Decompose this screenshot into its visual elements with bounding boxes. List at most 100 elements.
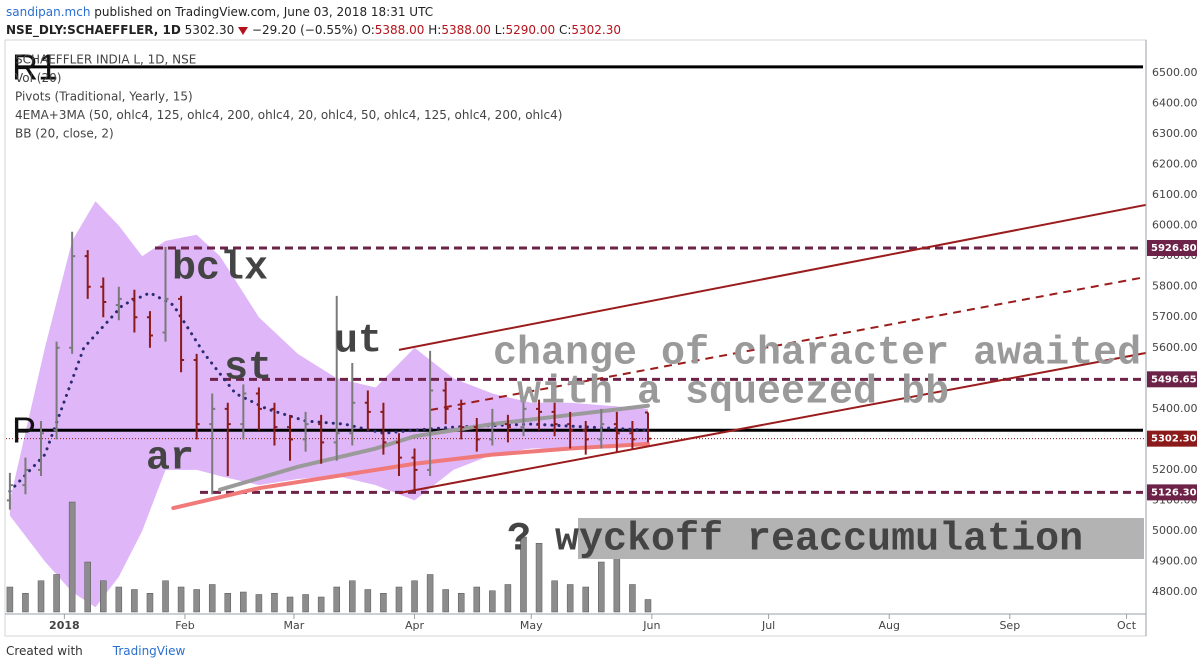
ohlc-bar — [582, 421, 589, 455]
y-tick-label: 6400.00 — [1152, 97, 1198, 110]
ohlc-bar — [224, 402, 231, 476]
y-tick-label: 6300.00 — [1152, 127, 1198, 140]
annotation: st — [224, 347, 272, 392]
ohlc-bar — [380, 402, 387, 455]
ohlc-bar — [598, 408, 605, 449]
volume-bar — [37, 580, 45, 613]
ohlc-bar — [178, 295, 185, 373]
ohlc-bar — [6, 472, 13, 510]
level-label: 5496.65 — [1151, 374, 1197, 385]
author[interactable]: sandipan.mch — [6, 5, 91, 19]
y-tick-label: 5700.00 — [1152, 310, 1198, 323]
volume-bar — [551, 580, 558, 613]
ohlc-bar — [395, 433, 402, 476]
ohlc-bar — [302, 411, 309, 452]
level-label: 5926.80 — [1151, 243, 1197, 254]
x-tick-label: Jun — [642, 619, 660, 632]
legend-entry: Vol (20) — [15, 71, 61, 85]
volume-bar — [629, 584, 636, 613]
volume-bar — [302, 594, 309, 613]
ohlc-bar — [100, 277, 107, 318]
x-tick-label: Sep — [999, 619, 1020, 632]
x-tick-label: Oct — [1117, 619, 1137, 632]
change: −29.20 (−0.55%) — [251, 23, 358, 37]
ohlc-bar — [271, 402, 278, 446]
ohlc-bar — [442, 381, 449, 425]
y-tick-label: 5600.00 — [1152, 341, 1198, 354]
volume-bar — [22, 593, 29, 613]
down-arrow — [238, 27, 249, 35]
ohlc-bar — [520, 396, 527, 437]
volume-bar — [395, 586, 403, 613]
annotation: with a squeezed bb — [517, 371, 949, 416]
annotation-box — [578, 518, 1144, 559]
trendline — [429, 275, 1147, 412]
y-tick-label: 6000.00 — [1152, 219, 1198, 232]
ohlc-bar — [255, 387, 262, 431]
footer: Created with TradingView — [6, 644, 185, 658]
ohlc-value: 5388.00 — [374, 23, 425, 37]
volume-bar — [255, 594, 263, 613]
y-tick-label: 6100.00 — [1152, 188, 1198, 201]
volume-bar — [224, 593, 232, 613]
volume-bar — [598, 561, 605, 613]
ohlc-bar — [551, 402, 558, 437]
ohlc-label: L: — [494, 23, 506, 37]
pivot-label: P — [12, 410, 36, 451]
ohlc-bar — [473, 417, 480, 452]
ohlc-bar — [349, 363, 356, 446]
volume-bar — [240, 591, 247, 613]
ohlc-bar — [69, 231, 76, 354]
ohlc-bar — [613, 411, 620, 452]
ohlc-label: O: — [361, 23, 375, 37]
last-price-label: 5302.30 — [1151, 434, 1197, 445]
ohlc-bar — [489, 408, 496, 446]
volume-bar — [68, 501, 76, 613]
ohlc-bar — [427, 350, 434, 476]
volume-bar — [115, 586, 123, 613]
y-tick-label: 4900.00 — [1152, 554, 1198, 567]
legend-entry: SCHAEFFLER INDIA L, 1D, NSE — [15, 53, 196, 67]
volume-bar — [442, 589, 449, 613]
volume-bar — [84, 561, 91, 613]
ohlc-label: H: — [428, 23, 442, 37]
y-tick-label: 4800.00 — [1152, 585, 1198, 598]
y-tick-label: 6200.00 — [1152, 158, 1198, 171]
ohlc-bar — [567, 411, 574, 449]
ohlc-bar — [458, 399, 465, 440]
x-tick-label: Aug — [878, 619, 899, 632]
level-label: 5126.30 — [1151, 487, 1197, 498]
header-line: sandipan.mch published on TradingView.co… — [6, 3, 621, 21]
published: published on TradingView.com, June 03, 2… — [94, 5, 434, 19]
brand[interactable]: TradingView — [112, 644, 186, 658]
y-tick-label: 5000.00 — [1152, 524, 1198, 537]
x-tick-label: Apr — [405, 619, 425, 632]
annotation: ? wyckoff reaccumulation — [507, 518, 1083, 563]
volume-bar — [489, 590, 496, 613]
volume-bar — [566, 584, 574, 613]
legend-entry: BB (20, close, 2) — [15, 127, 114, 141]
x-tick-label: 2018 — [49, 619, 80, 632]
ohlc-bar — [411, 448, 418, 492]
volume-bar — [411, 580, 418, 613]
volume-bar — [317, 596, 325, 613]
symbol: NSE_DLY:SCHAEFFLER, 1D — [6, 23, 181, 37]
header: sandipan.mch published on TradingView.co… — [6, 3, 621, 39]
x-tick-label: Feb — [175, 619, 194, 632]
volume-bar — [582, 586, 589, 613]
ohlc-bar — [333, 295, 340, 461]
volume-bar — [457, 593, 465, 613]
price: 5302.30 — [184, 23, 235, 37]
last-price-tag — [1147, 430, 1197, 447]
ohlc-value: 5302.30 — [571, 23, 621, 37]
annotation: bclx — [172, 247, 268, 292]
x-tick-label: Jul — [761, 619, 775, 632]
volume-bar — [146, 593, 154, 613]
ohlc-bar — [209, 393, 216, 495]
volume-bar — [162, 580, 169, 613]
ohlc-bar — [504, 414, 511, 443]
pivot-label: R1 — [12, 46, 58, 87]
volume-bar — [504, 584, 512, 613]
ohlc-bar — [240, 384, 247, 440]
ohlc: O:5388.00 H:5388.00 L:5290.00 C:5302.30 — [362, 23, 622, 37]
